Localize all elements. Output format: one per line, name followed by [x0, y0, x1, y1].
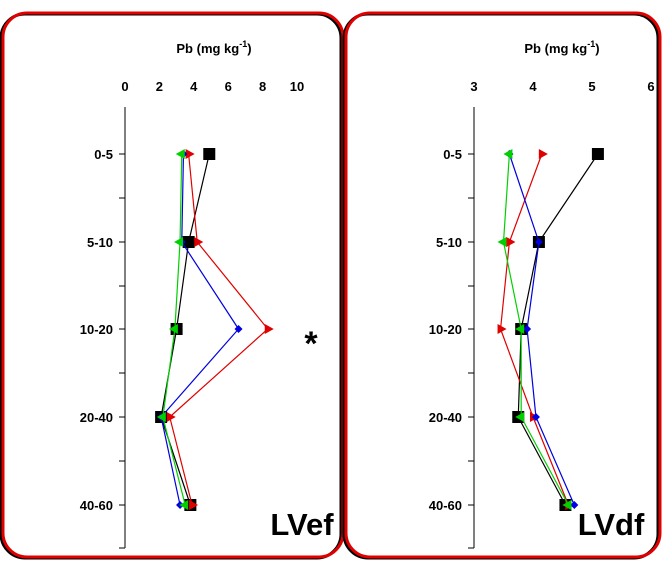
- panel-frame: [344, 11, 662, 559]
- x-tick-label: 0: [121, 79, 128, 94]
- series-line: [169, 153, 269, 506]
- data-point-triangle: [189, 500, 199, 510]
- depth-label: 0-5: [443, 147, 462, 162]
- data-point-triangle: [515, 412, 525, 422]
- depth-label: 20-40: [80, 410, 113, 425]
- x-tick-label: 4: [190, 79, 198, 94]
- data-point-triangle: [168, 324, 178, 334]
- panel-lvef: Pb (mg kg-1) 0 2 4 6 8 10 0-5 5-10 10-20 20-40 40-6…: [0, 11, 345, 560]
- data-point-triangle: [497, 237, 507, 247]
- depth-label: 0-5: [94, 147, 113, 162]
- data-point-diamond: [531, 413, 540, 421]
- panel-frame: [1, 11, 345, 559]
- x-tick-label: 4: [529, 79, 537, 94]
- x-tick-label: 2: [156, 79, 163, 94]
- data-point-diamond: [570, 501, 579, 509]
- data-point-square: [182, 236, 195, 248]
- data-point-triangle: [538, 149, 548, 159]
- x-tick-label: 6: [225, 79, 232, 94]
- data-point-triangle: [156, 412, 166, 422]
- axis-title-superscript: -1: [587, 39, 595, 49]
- data-point-square: [203, 148, 216, 160]
- axis-title-main: Pb (mg kg: [524, 41, 587, 56]
- data-point-triangle: [185, 149, 195, 159]
- depth-label: 5-10: [436, 235, 462, 250]
- axis-title-superscript: -1: [239, 39, 247, 49]
- data-point-diamond: [523, 325, 532, 333]
- axis-title: Pb (mg kg-1): [524, 39, 599, 56]
- axis-title-end: ): [595, 41, 599, 56]
- x-tick-label: 3: [470, 79, 477, 94]
- data-point-triangle: [497, 324, 507, 334]
- panel-frame-shadow: [0, 12, 343, 560]
- x-tick-label: 10: [290, 79, 304, 94]
- depth-label: 20-40: [429, 410, 462, 425]
- data-point-triangle: [194, 237, 204, 247]
- data-point-triangle: [503, 149, 513, 159]
- x-tick-label: 5: [588, 79, 595, 94]
- data-point-triangle: [506, 237, 516, 247]
- axis-title: Pb (mg kg-1): [176, 39, 251, 56]
- data-point-triangle: [264, 324, 274, 334]
- depth-label: 40-60: [429, 498, 462, 513]
- depth-label: 10-20: [429, 322, 462, 337]
- data-point-triangle: [174, 237, 184, 247]
- depth-label: 5-10: [87, 235, 113, 250]
- significance-annotation: *: [304, 325, 318, 363]
- data-point-triangle: [175, 149, 185, 159]
- panel-lvdf: Pb (mg kg-1) 3 4 5 6 0-5 5-10 10-20 20-40 40-60 LV…: [342, 11, 662, 560]
- panel-frame-shadow: [342, 12, 660, 560]
- series-line: [502, 153, 569, 506]
- data-point-square: [591, 148, 604, 160]
- data-point-triangle: [562, 500, 572, 510]
- x-tick-label: 6: [647, 79, 654, 94]
- x-tick-label: 8: [259, 79, 266, 94]
- data-point-diamond: [234, 325, 243, 333]
- series-line: [499, 153, 569, 506]
- axis-title-main: Pb (mg kg: [176, 41, 239, 56]
- panel-label: LVdf: [578, 507, 645, 542]
- data-point-triangle: [515, 324, 525, 334]
- data-point-triangle: [166, 412, 176, 422]
- panel-label: LVef: [270, 507, 334, 542]
- data-point-triangle: [179, 500, 189, 510]
- depth-label: 40-60: [80, 498, 113, 513]
- depth-label: 10-20: [80, 322, 113, 337]
- axis-title-end: ): [247, 41, 251, 56]
- data-point-diamond: [534, 238, 543, 246]
